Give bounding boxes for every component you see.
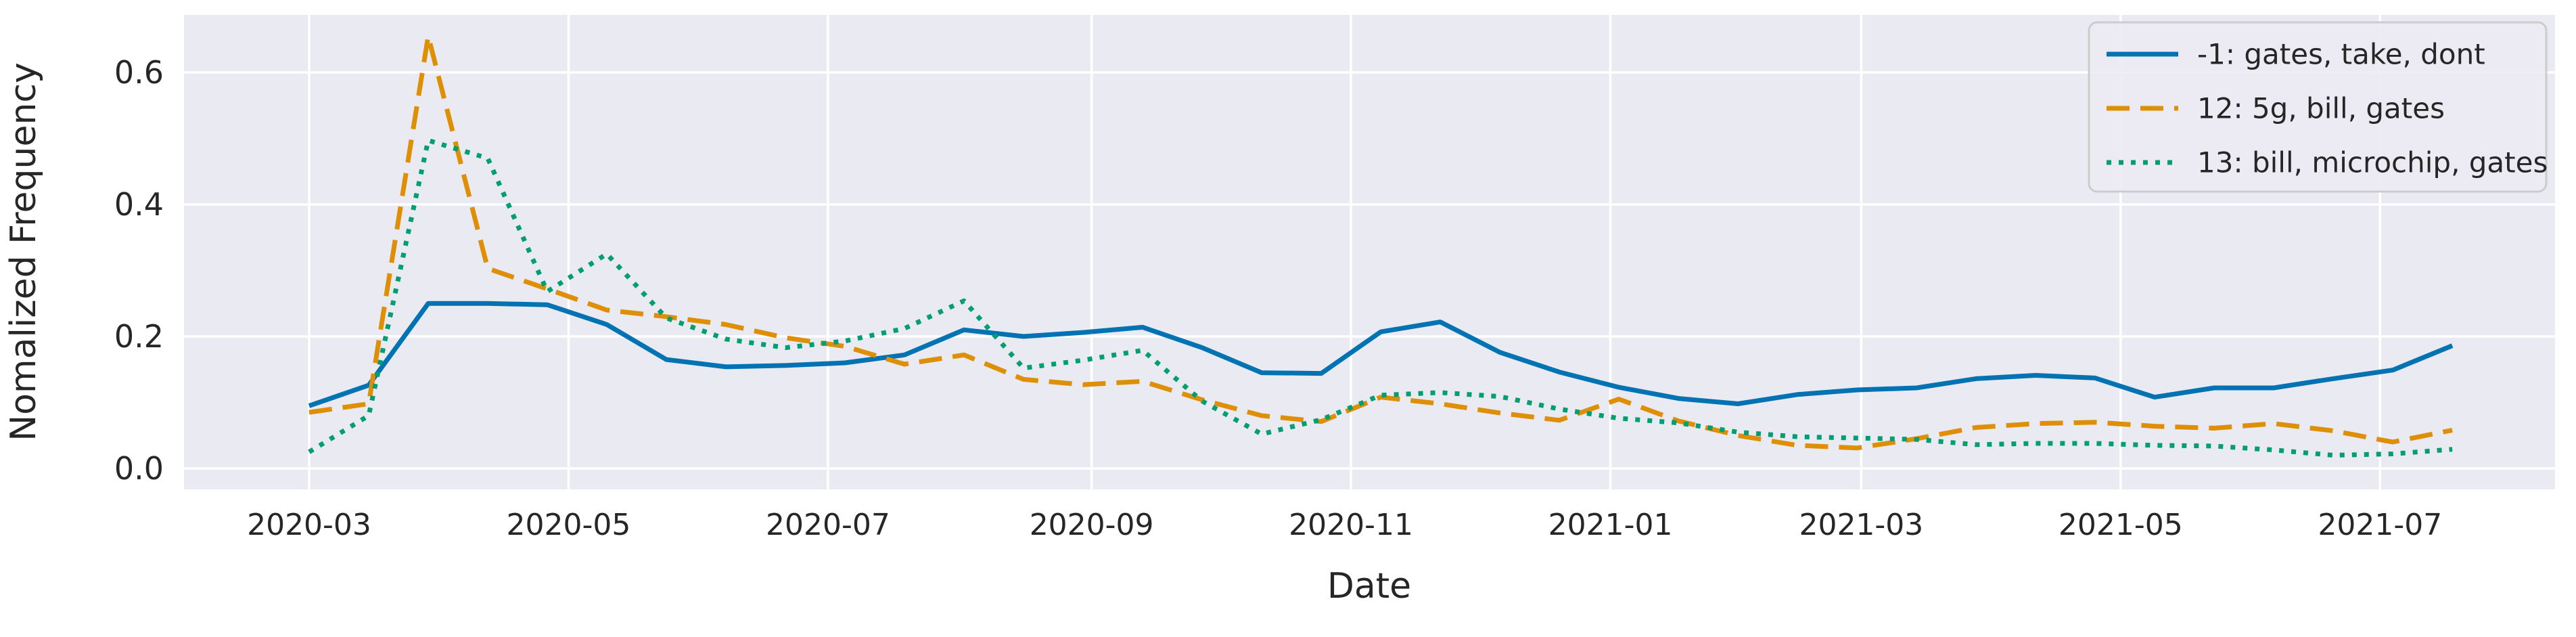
- series-lines: [308, 33, 2454, 458]
- x-tick-label: 2021-05: [2058, 508, 2183, 542]
- y-tick-label: 0.4: [114, 186, 164, 223]
- x-tick-label: 2020-05: [507, 508, 631, 542]
- gridlines: [184, 15, 2555, 489]
- x-tick-label: 2021-01: [1548, 508, 1673, 542]
- legend-entry-label: 12: 5g, bill, gates: [2197, 92, 2445, 125]
- y-tick-label: 0.0: [114, 450, 164, 487]
- tick-labels: 0.0 0.2 0.4 0.6 2020-03 2020-05 2020-07 2020-09…: [114, 54, 2442, 542]
- y-axis-label: Nomalized Frequency: [3, 62, 44, 441]
- legend-entry-label: 13: bill, microchip, gates: [2197, 146, 2548, 179]
- legend-box: [2088, 21, 2548, 193]
- x-tick-label: 2021-03: [1799, 508, 1923, 542]
- series-line-0: [308, 301, 2454, 408]
- legend: -1: gates, take, dont 12: 5g, bill, gates…: [2088, 21, 2548, 193]
- legend-entry-label: -1: gates, take, dont: [2197, 38, 2485, 71]
- x-tick-label: 2020-11: [1289, 508, 1413, 542]
- x-tick-label: 2020-09: [1030, 508, 1154, 542]
- y-tick-label: 0.2: [114, 318, 164, 355]
- x-tick-label: 2020-03: [247, 508, 371, 542]
- y-tick-label: 0.6: [114, 54, 164, 91]
- series-line-1: [308, 33, 2453, 451]
- x-tick-label: 2020-07: [766, 508, 890, 542]
- x-tick-label: 2021-07: [2318, 508, 2442, 542]
- x-axis-label: Date: [1327, 566, 1411, 607]
